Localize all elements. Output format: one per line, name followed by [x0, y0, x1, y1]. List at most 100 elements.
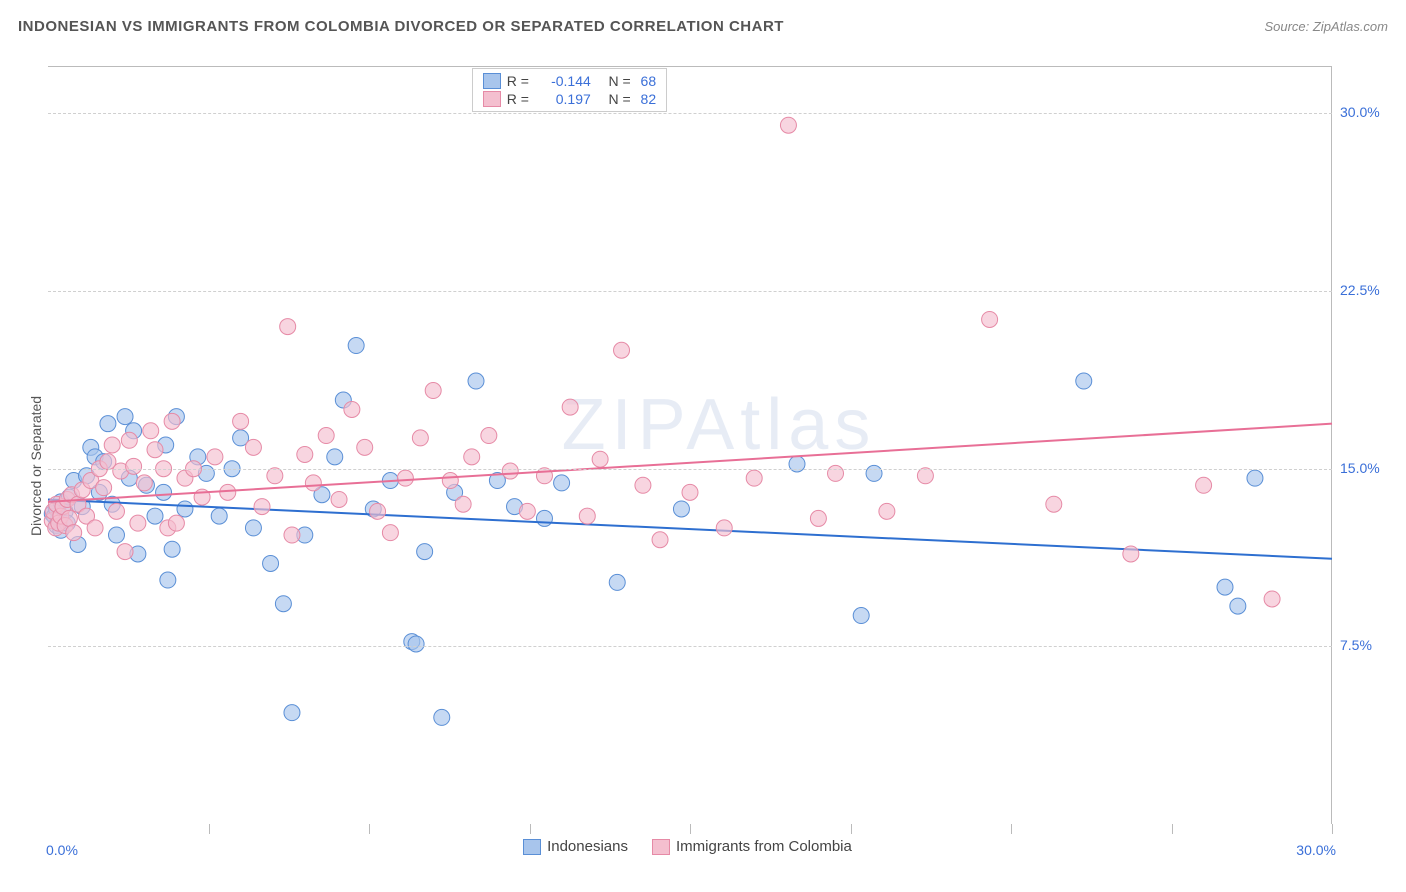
data-point-b: [370, 503, 386, 519]
x-tick: [1172, 824, 1173, 834]
data-point-b: [442, 473, 458, 489]
data-point-a: [1247, 470, 1263, 486]
data-point-b: [254, 499, 270, 515]
data-point-b: [780, 117, 796, 133]
x-axis-min-label: 0.0%: [46, 842, 78, 858]
data-point-b: [280, 319, 296, 335]
stat-n-label: N =: [597, 91, 635, 107]
source-credit: Source: ZipAtlas.com: [1264, 19, 1388, 34]
data-point-b: [502, 463, 518, 479]
data-point-a: [211, 508, 227, 524]
data-point-b: [357, 439, 373, 455]
legend-swatch: [652, 839, 670, 855]
data-point-a: [263, 555, 279, 571]
data-point-b: [108, 503, 124, 519]
data-point-a: [554, 475, 570, 491]
data-point-a: [468, 373, 484, 389]
data-point-b: [104, 437, 120, 453]
gridline: [48, 291, 1332, 292]
data-point-a: [1217, 579, 1233, 595]
data-point-b: [519, 503, 535, 519]
data-point-a: [245, 520, 261, 536]
data-point-b: [164, 413, 180, 429]
stat-n-label: N =: [597, 73, 635, 89]
source-prefix: Source:: [1264, 19, 1312, 34]
data-point-b: [579, 508, 595, 524]
data-point-a: [284, 705, 300, 721]
data-point-b: [1196, 477, 1212, 493]
data-point-b: [412, 430, 428, 446]
title-bar: INDONESIAN VS IMMIGRANTS FROM COLOMBIA D…: [18, 18, 1388, 35]
stat-r-value: -0.144: [539, 73, 591, 89]
data-point-b: [682, 484, 698, 500]
data-point-b: [810, 510, 826, 526]
data-point-b: [746, 470, 762, 486]
data-point-b: [562, 399, 578, 415]
data-point-b: [652, 532, 668, 548]
data-point-b: [425, 383, 441, 399]
data-point-b: [305, 475, 321, 491]
data-point-b: [117, 544, 133, 560]
y-axis-label: Divorced or Separated: [28, 396, 44, 536]
gridline: [48, 469, 1332, 470]
data-point-b: [635, 477, 651, 493]
data-point-b: [879, 503, 895, 519]
data-point-a: [160, 572, 176, 588]
x-tick: [690, 824, 691, 834]
trend-line-a: [48, 499, 1332, 558]
x-tick: [530, 824, 531, 834]
data-point-a: [100, 416, 116, 432]
gridline: [48, 113, 1332, 114]
data-point-b: [536, 468, 552, 484]
data-point-b: [397, 470, 413, 486]
chart-title: INDONESIAN VS IMMIGRANTS FROM COLOMBIA D…: [18, 18, 784, 35]
data-point-a: [417, 544, 433, 560]
data-point-b: [168, 515, 184, 531]
y-tick-label: 7.5%: [1340, 637, 1372, 653]
data-point-b: [481, 428, 497, 444]
data-point-b: [245, 439, 261, 455]
data-point-b: [1264, 591, 1280, 607]
data-point-b: [233, 413, 249, 429]
x-tick: [1011, 824, 1012, 834]
data-point-b: [207, 449, 223, 465]
data-point-b: [130, 515, 146, 531]
x-tick: [851, 824, 852, 834]
data-point-b: [982, 311, 998, 327]
series-legend: Indonesians Immigrants from Colombia: [523, 838, 852, 855]
stat-n-value: 82: [641, 91, 657, 107]
data-point-b: [1046, 496, 1062, 512]
data-point-b: [455, 496, 471, 512]
y-tick-label: 15.0%: [1340, 460, 1380, 476]
data-point-a: [434, 709, 450, 725]
data-point-b: [96, 480, 112, 496]
stats-legend: R = -0.144 N = 68R = 0.197 N = 82: [472, 68, 667, 112]
stat-r-value: 0.197: [539, 91, 591, 107]
data-point-b: [331, 491, 347, 507]
data-point-a: [117, 409, 133, 425]
series-legend-item: Immigrants from Colombia: [652, 838, 852, 855]
gridline: [48, 646, 1332, 647]
data-point-b: [344, 401, 360, 417]
data-point-a: [1230, 598, 1246, 614]
series-legend-item: Indonesians: [523, 838, 628, 855]
data-point-b: [716, 520, 732, 536]
data-point-b: [61, 510, 77, 526]
data-point-b: [143, 423, 159, 439]
y-tick-label: 30.0%: [1340, 104, 1380, 120]
data-point-a: [609, 574, 625, 590]
data-point-b: [464, 449, 480, 465]
data-point-b: [87, 520, 103, 536]
stats-legend-row: R = 0.197 N = 82: [483, 91, 656, 107]
data-point-b: [220, 484, 236, 500]
x-tick: [1332, 824, 1333, 834]
data-point-a: [348, 338, 364, 354]
data-point-b: [382, 525, 398, 541]
stat-r-label: R =: [507, 73, 533, 89]
data-point-b: [1123, 546, 1139, 562]
data-point-a: [156, 484, 172, 500]
data-point-a: [177, 501, 193, 517]
data-point-b: [614, 342, 630, 358]
data-point-b: [917, 468, 933, 484]
legend-swatch: [483, 73, 501, 89]
